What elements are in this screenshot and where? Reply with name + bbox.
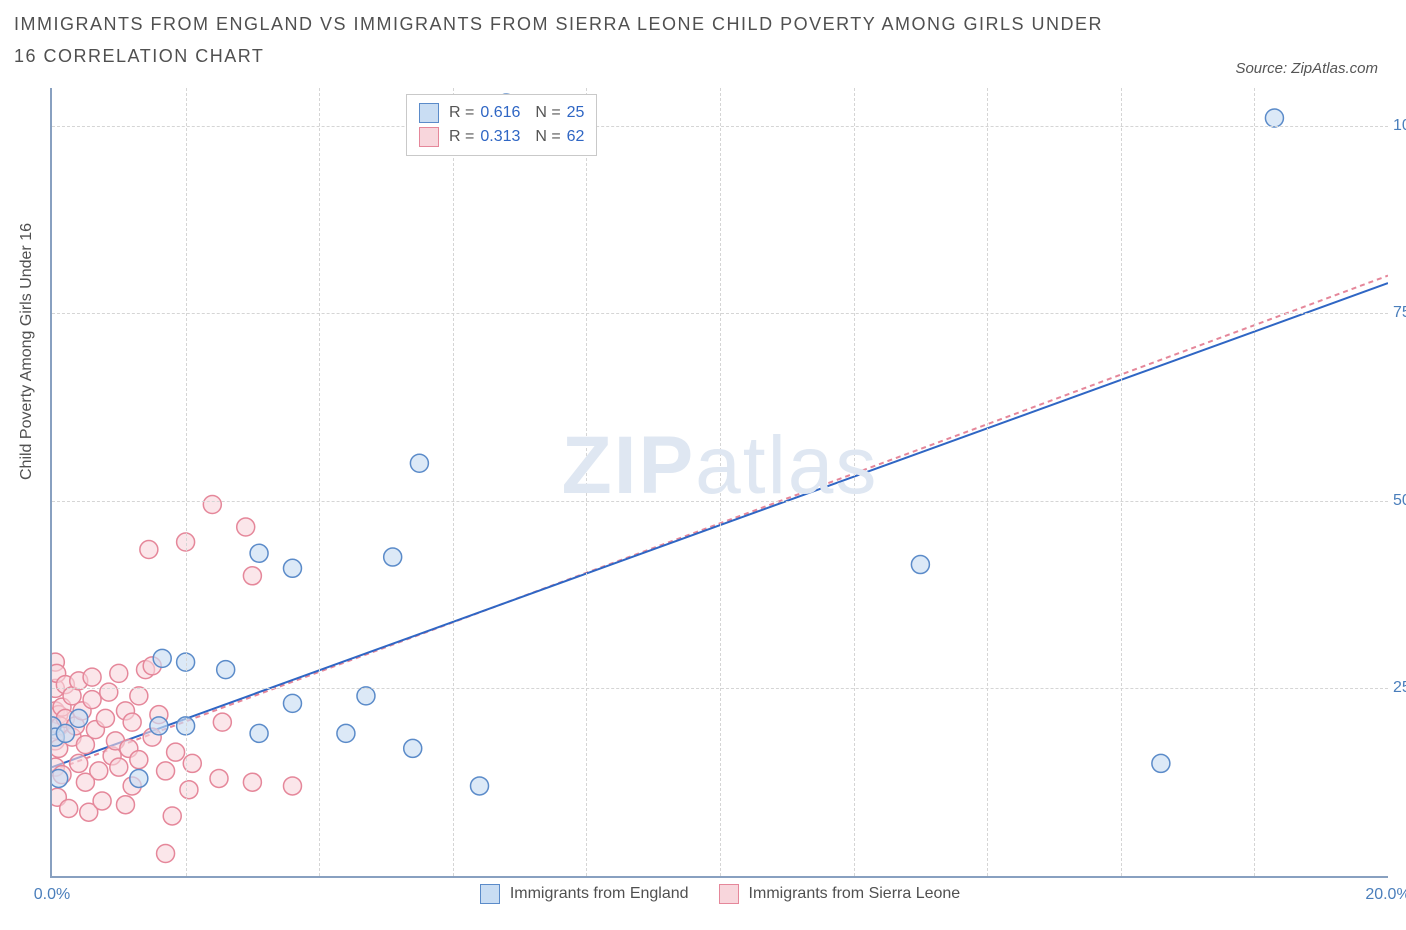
point-sierra: [110, 758, 128, 776]
point-england: [1152, 754, 1170, 772]
point-england: [1265, 109, 1283, 127]
point-sierra: [100, 683, 118, 701]
swatch-sierra: [719, 884, 739, 904]
vgrid-line: [1121, 88, 1122, 876]
vgrid-line: [453, 88, 454, 876]
point-sierra: [130, 751, 148, 769]
point-england: [337, 724, 355, 742]
y-axis-label: Child Poverty Among Girls Under 16: [18, 223, 36, 480]
ytick-label: 25.0%: [1393, 679, 1406, 697]
vgrid-line: [987, 88, 988, 876]
point-england: [250, 544, 268, 562]
point-england: [471, 777, 489, 795]
legend-label-sierra: Immigrants from Sierra Leone: [749, 885, 961, 903]
legend-r-value: 0.313: [480, 125, 520, 149]
point-sierra: [180, 781, 198, 799]
point-sierra: [90, 762, 108, 780]
point-sierra: [157, 762, 175, 780]
point-sierra: [130, 687, 148, 705]
point-sierra: [283, 777, 301, 795]
legend-r-label: R =: [449, 101, 474, 125]
point-sierra: [70, 754, 88, 772]
point-england: [250, 724, 268, 742]
point-england: [130, 769, 148, 787]
point-sierra: [157, 844, 175, 862]
point-england: [283, 559, 301, 577]
point-england: [404, 739, 422, 757]
point-sierra: [83, 668, 101, 686]
swatch-england: [419, 103, 439, 123]
point-sierra: [83, 691, 101, 709]
vgrid-line: [720, 88, 721, 876]
point-sierra: [96, 709, 114, 727]
xtick-label: 20.0%: [1365, 886, 1406, 904]
xtick-label: 0.0%: [34, 886, 70, 904]
legend-stat-row-england: R = 0.616 N = 25: [419, 101, 584, 125]
point-england: [283, 694, 301, 712]
swatch-sierra: [419, 127, 439, 147]
point-sierra: [116, 796, 134, 814]
point-england: [56, 724, 74, 742]
point-sierra: [203, 496, 221, 514]
point-england: [70, 709, 88, 727]
point-sierra: [237, 518, 255, 536]
vgrid-line: [319, 88, 320, 876]
legend-stat-row-sierra: R = 0.313 N = 62: [419, 125, 584, 149]
vgrid-line: [586, 88, 587, 876]
ytick-label: 100.0%: [1393, 117, 1406, 135]
chart-source: Source: ZipAtlas.com: [1235, 60, 1378, 77]
point-sierra: [123, 713, 141, 731]
legend-r-value: 0.616: [480, 101, 520, 125]
correlation-legend: R = 0.616 N = 25R = 0.313 N = 62: [406, 94, 597, 156]
ytick-label: 75.0%: [1393, 304, 1406, 322]
point-sierra: [243, 567, 261, 585]
point-england: [357, 687, 375, 705]
point-sierra: [210, 769, 228, 787]
plot-area: ZIPatlas R = 0.616 N = 25R = 0.313 N = 6…: [50, 88, 1388, 878]
point-england: [150, 717, 168, 735]
point-sierra: [60, 799, 78, 817]
point-england: [52, 769, 68, 787]
legend-n-label: N =: [526, 125, 560, 149]
legend-item-sierra: Immigrants from Sierra Leone: [719, 884, 961, 904]
legend-n-label: N =: [526, 101, 560, 125]
series-legend: Immigrants from England Immigrants from …: [52, 884, 1388, 904]
point-sierra: [167, 743, 185, 761]
legend-item-england: Immigrants from England: [480, 884, 689, 904]
legend-label-england: Immigrants from England: [510, 885, 689, 903]
swatch-england: [480, 884, 500, 904]
legend-n-value: 25: [567, 101, 585, 125]
vgrid-line: [854, 88, 855, 876]
vgrid-line: [186, 88, 187, 876]
point-sierra: [243, 773, 261, 791]
chart-title: IMMIGRANTS FROM ENGLAND VS IMMIGRANTS FR…: [14, 8, 1114, 73]
legend-r-label: R =: [449, 125, 474, 149]
point-england: [384, 548, 402, 566]
legend-n-value: 62: [567, 125, 585, 149]
point-england: [153, 649, 171, 667]
vgrid-line: [1254, 88, 1255, 876]
point-sierra: [140, 541, 158, 559]
point-sierra: [110, 664, 128, 682]
point-england: [911, 556, 929, 574]
point-sierra: [163, 807, 181, 825]
point-england: [217, 661, 235, 679]
point-england: [410, 454, 428, 472]
point-sierra: [93, 792, 111, 810]
point-sierra: [213, 713, 231, 731]
ytick-label: 50.0%: [1393, 492, 1406, 510]
